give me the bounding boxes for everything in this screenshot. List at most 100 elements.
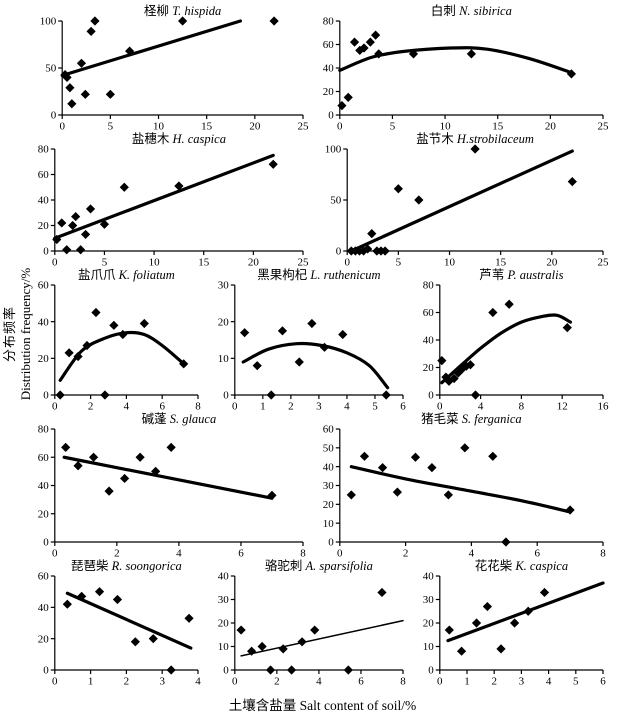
data-point-marker <box>100 390 110 400</box>
svg-text:10: 10 <box>153 121 165 133</box>
chart-svg-t-hispida: 柽柳 T. hispida 0 50 100 0 5 10 15 20 25 <box>40 4 309 133</box>
data-point-marker <box>343 665 353 675</box>
data-point-marker <box>91 307 101 318</box>
data-points <box>55 307 189 400</box>
svg-text:12: 12 <box>557 401 568 413</box>
svg-text:50: 50 <box>330 195 342 207</box>
svg-text:60: 60 <box>38 169 50 181</box>
svg-text:4: 4 <box>195 676 201 688</box>
data-point-marker <box>57 218 67 228</box>
data-point-marker <box>310 625 320 635</box>
data-point-marker <box>148 634 158 644</box>
svg-text:25: 25 <box>298 257 310 269</box>
data-point-marker <box>67 99 77 109</box>
data-point-marker <box>85 204 96 214</box>
data-point-marker <box>562 323 572 333</box>
svg-text:0: 0 <box>328 537 334 549</box>
chart-row-5: 琵琶柴 R. soongorica 0 20 40 60 0 1 2 3 4 骆驼刺 A. spa… <box>30 558 615 688</box>
data-point-marker <box>365 37 375 47</box>
chart-title: 骆驼刺 A. sparsifolia <box>265 558 373 573</box>
data-point-marker <box>257 641 267 652</box>
data-point-marker <box>166 665 176 675</box>
svg-text:0: 0 <box>223 665 229 677</box>
trend-line <box>53 153 275 240</box>
chart-svg-k-foliatum: 盐爪爪 K. foliatum 0 20 40 60 0 2 4 6 8 <box>38 268 201 413</box>
chart-title: 柽柳 T. hispida <box>144 4 221 18</box>
chart-title: 盐穗木 H. caspica <box>132 132 226 146</box>
svg-text:8: 8 <box>195 401 201 413</box>
tick-labels: 0 10 20 30 0 1 2 3 4 5 6 <box>218 280 406 413</box>
chart-title: 白刺 N. sibirica <box>431 3 512 18</box>
svg-text:0: 0 <box>337 548 343 560</box>
data-point-marker <box>166 442 176 452</box>
svg-text:60: 60 <box>38 571 50 583</box>
data-point-marker <box>465 360 475 370</box>
svg-text:10: 10 <box>444 257 456 269</box>
data-point-marker <box>377 587 387 598</box>
chart-s-glauca: 碱蓬 S. glauca 0 20 40 60 80 0 2 4 6 8 <box>30 412 315 560</box>
svg-text:0: 0 <box>223 390 229 402</box>
svg-text:0: 0 <box>344 257 350 269</box>
svg-text:25: 25 <box>598 257 610 269</box>
svg-text:40: 40 <box>38 195 50 207</box>
chart-title: 琵琶柴 R. soongorica <box>71 559 182 573</box>
trend-line <box>58 330 186 382</box>
svg-text:0: 0 <box>52 401 58 413</box>
data-point-marker <box>471 618 482 628</box>
svg-text:60: 60 <box>323 39 335 51</box>
tick-labels: 0 20 40 60 80 0 4 8 12 16 <box>423 280 609 413</box>
chart-title: 花花柴 K. caspica <box>475 558 568 573</box>
data-point-marker <box>130 637 140 647</box>
svg-text:5: 5 <box>396 257 402 269</box>
data-point-marker <box>501 537 511 547</box>
svg-text:0: 0 <box>437 676 443 688</box>
svg-text:60: 60 <box>423 307 435 319</box>
data-point-marker <box>381 390 391 400</box>
data-point-marker <box>488 307 498 318</box>
data-point-marker <box>86 26 96 36</box>
data-points <box>236 587 387 675</box>
data-point-marker <box>539 587 550 598</box>
svg-text:10: 10 <box>323 518 335 530</box>
data-point-marker <box>337 101 347 111</box>
data-point-marker <box>184 613 194 623</box>
tick-labels: 0 20 40 60 0 2 4 6 8 <box>38 280 201 413</box>
svg-text:8: 8 <box>600 548 606 560</box>
data-point-marker <box>135 452 145 462</box>
svg-text:5: 5 <box>573 676 579 688</box>
data-point-marker <box>510 618 520 628</box>
data-point-marker <box>496 644 506 654</box>
chart-svg-n-sibirica: 白刺 N. sibirica 0 20 40 60 80 0 5 10 15 20 25 <box>323 3 609 133</box>
svg-text:20: 20 <box>38 353 50 365</box>
data-point-marker <box>392 487 402 497</box>
svg-text:0: 0 <box>428 665 434 677</box>
svg-text:16: 16 <box>598 401 610 413</box>
data-point-marker <box>62 599 72 609</box>
svg-text:2: 2 <box>88 401 94 413</box>
data-points <box>240 318 391 400</box>
svg-text:15: 15 <box>492 121 504 133</box>
data-point-marker <box>346 490 356 500</box>
chart-row-4: 碱蓬 S. glauca 0 20 40 60 80 0 2 4 6 8 猪毛菜 S. fergan… <box>30 412 615 560</box>
data-point-marker <box>359 43 369 53</box>
data-point-marker <box>252 361 262 371</box>
svg-text:2: 2 <box>491 676 497 688</box>
data-point-marker <box>61 442 71 452</box>
svg-text:4: 4 <box>316 676 322 688</box>
svg-text:0: 0 <box>337 121 343 133</box>
data-point-marker <box>178 16 188 26</box>
data-point-marker <box>286 665 297 675</box>
axes <box>335 20 604 119</box>
svg-text:20: 20 <box>218 618 230 630</box>
data-point-marker <box>453 368 463 378</box>
svg-text:10: 10 <box>218 641 230 653</box>
trend-line <box>338 46 573 75</box>
chart-h-strobilaceum: 盐节木 H.strobilaceum 0 50 100 0 5 10 15 20 25 <box>315 132 615 269</box>
svg-text:20: 20 <box>546 257 558 269</box>
svg-text:3: 3 <box>519 676 525 688</box>
svg-text:1: 1 <box>260 401 266 413</box>
svg-text:4: 4 <box>344 401 350 413</box>
tick-labels: 0 20 40 60 80 0 5 10 15 20 25 <box>323 16 609 133</box>
axes <box>343 148 604 255</box>
svg-text:1: 1 <box>88 676 94 688</box>
